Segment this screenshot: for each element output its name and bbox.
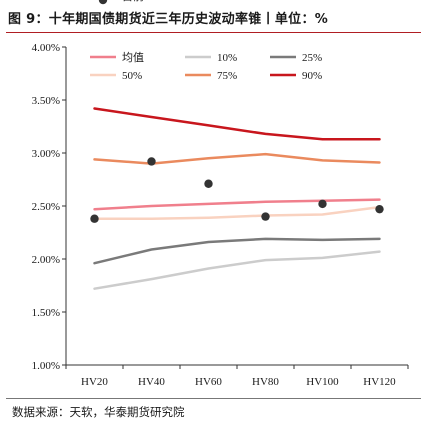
series-line-均值 [93,198,381,211]
y-tick-label: 1.50% [32,307,60,319]
legend: 均值 10% 25% 50% 75% 90% 目前 [90,0,322,82]
legend-label: 90% [302,70,322,82]
y-tick-label: 3.50% [32,95,60,107]
title-rule [6,32,421,33]
legend-label: 10% [217,52,237,64]
series-line-50% [93,205,381,220]
y-tick-label: 3.00% [32,148,60,160]
legend-marker [98,0,108,5]
x-tick-label: HV100 [306,376,339,388]
y-tick-label: 2.50% [32,201,60,213]
axes: 1.00% 1.50% 2.00% 2.50% 3.00% 3.50% 4.00% HV20 H… [32,42,409,388]
x-tick-label: HV120 [363,376,396,388]
y-tick-label: 4.00% [32,42,60,54]
series-point-目前 [90,214,99,223]
source-note: 数据来源：天软，华泰期货研究院 [12,405,185,419]
y-tick-label: 2.00% [32,254,60,266]
series-point-目前 [318,199,327,209]
y-tick-label: 1.00% [32,360,60,372]
series-point-目前 [375,204,384,214]
legend-label: 均值 [122,51,144,64]
series-line-25% [93,237,381,265]
x-tick-label: HV80 [252,376,279,388]
x-tick-label: HV20 [81,376,108,388]
legend-label: 目前 [122,0,144,3]
source-rule [6,398,421,399]
legend-label: 75% [217,70,237,82]
series-group [90,107,384,290]
series-point-目前 [147,157,156,166]
series-line-10% [93,250,381,290]
legend-label: 50% [122,70,142,82]
series-point-目前 [204,179,213,188]
series-point-目前 [261,212,270,221]
x-tick-label: HV40 [138,376,165,388]
chart-title: 图 9：十年期国债期货近三年历史波动率锥丨单位：% [8,12,329,27]
series-line-75% [93,152,381,165]
x-tick-label: HV60 [195,376,222,388]
legend-label: 25% [302,52,322,64]
series-line-90% [93,107,381,141]
